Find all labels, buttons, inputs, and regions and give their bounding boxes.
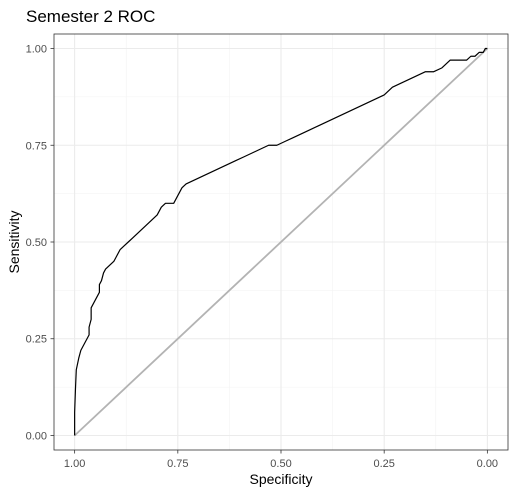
y-axis-title: Sensitivity [6, 210, 22, 273]
series-layer [74, 47, 488, 437]
y-tick-label: 0.00 [26, 430, 47, 442]
y-tick-label: 0.50 [26, 237, 47, 249]
x-tick-label: 0.00 [477, 458, 498, 470]
x-tick-label: 0.50 [270, 458, 291, 470]
y-tick-label: 0.25 [26, 334, 47, 346]
x-axis-title: Specificity [249, 471, 312, 487]
y-tick-label: 0.75 [26, 140, 47, 152]
roc-curve-line [74, 47, 488, 436]
y-tick-label: 1.00 [26, 44, 47, 56]
chart-title: Semester 2 ROC [26, 7, 155, 26]
x-tick-label: 1.00 [64, 458, 85, 470]
x-tick-label: 0.25 [373, 458, 394, 470]
chance-diagonal-line [74, 47, 488, 437]
y-axis-ticks: 0.00 0.25 0.50 0.75 1.00 [26, 44, 54, 442]
x-tick-label: 0.75 [167, 458, 188, 470]
x-axis-ticks: 1.00 0.75 0.50 0.25 0.00 [64, 450, 498, 470]
